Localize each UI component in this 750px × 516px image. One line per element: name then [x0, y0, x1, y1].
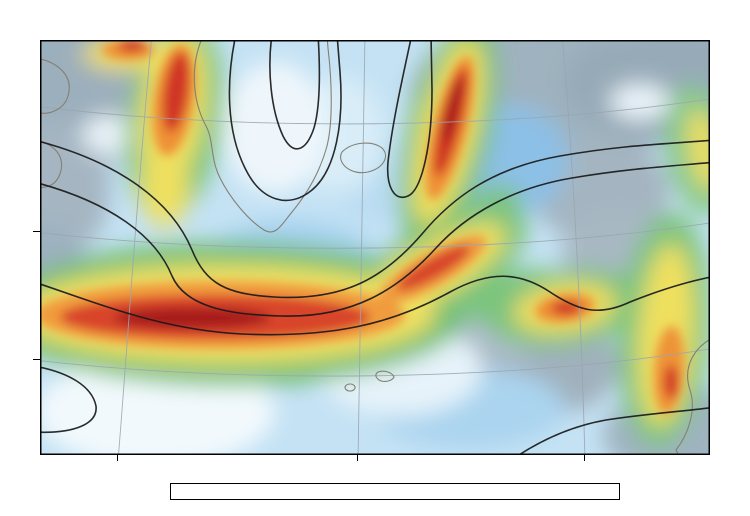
graticule [40, 40, 710, 455]
wind-speed-cores [40, 40, 685, 414]
colorbar-ticks [0, 501, 750, 516]
lon-tick-60w [117, 455, 119, 461]
lon-tick-30w [357, 455, 359, 461]
lon-tick-0 [584, 455, 586, 461]
coast-labrador [40, 58, 70, 114]
map-canvas [40, 40, 710, 455]
height-contours [40, 40, 710, 455]
coastlines [40, 40, 710, 455]
lat-tick-40n [33, 231, 40, 233]
coast-azores-2 [375, 370, 395, 382]
coast-africa [675, 338, 710, 455]
coast-iceland [340, 142, 386, 174]
colorbar [170, 483, 620, 500]
coast-azores-1 [344, 383, 356, 392]
lat-tick-30n [33, 359, 40, 361]
coast-greenland [193, 40, 332, 233]
map-frame [40, 40, 710, 455]
